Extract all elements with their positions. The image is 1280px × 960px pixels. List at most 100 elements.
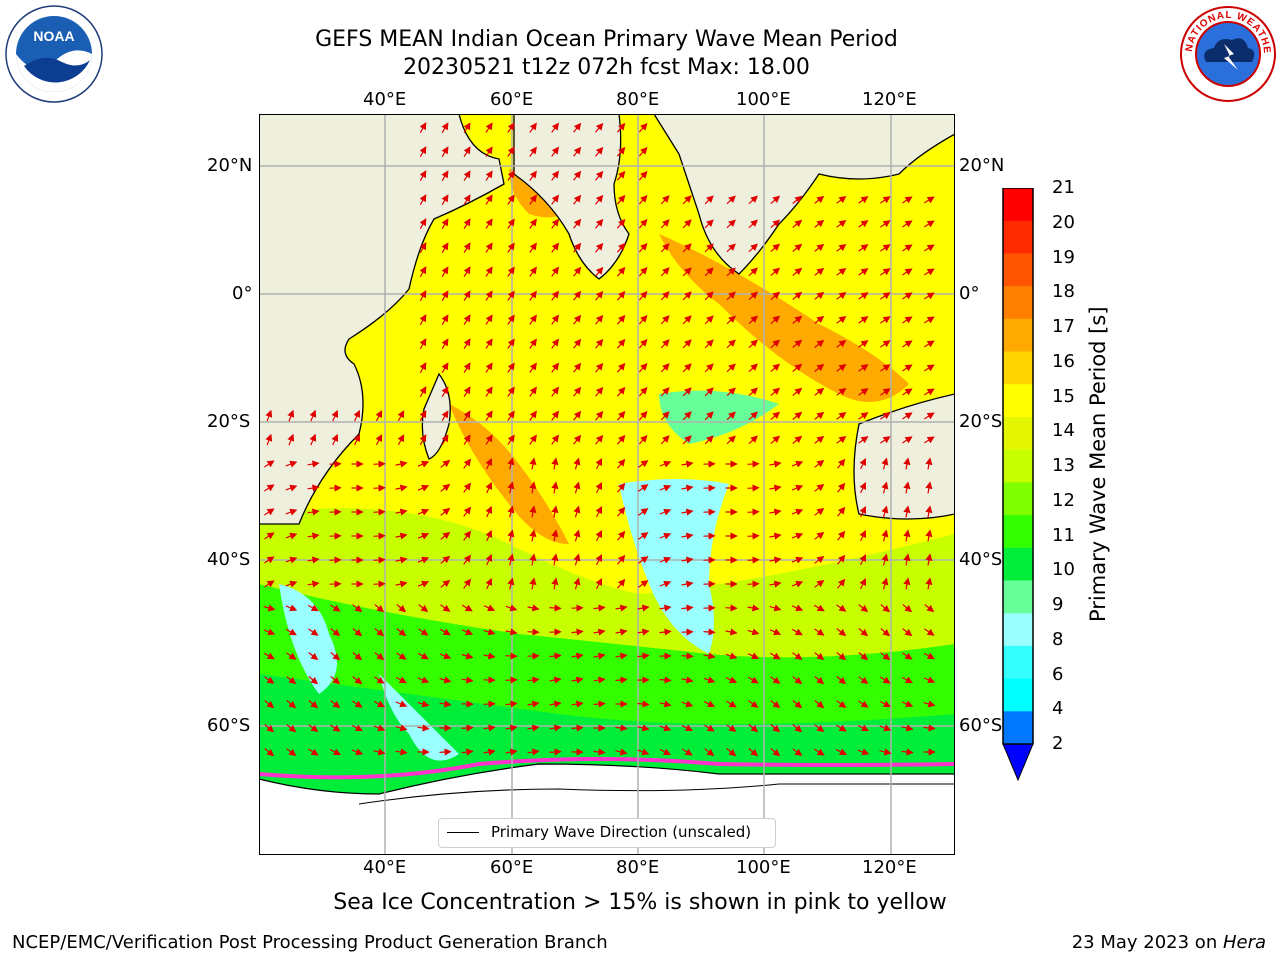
wave-direction-arrows (263, 122, 936, 757)
wave-arrow (571, 652, 584, 660)
wave-arrow (441, 362, 449, 374)
wave-arrow (880, 268, 891, 276)
wave-arrow (595, 314, 604, 325)
wave-arrow (638, 580, 649, 588)
wave-arrow (903, 529, 911, 542)
wave-arrow (551, 553, 559, 566)
wave-arrow (549, 724, 562, 732)
colorbar-tick-label: 21 (1052, 177, 1075, 198)
antarctic-coastline (358, 783, 955, 805)
wave-arrow (726, 411, 736, 421)
wave-arrow (902, 436, 913, 444)
colorbar-segment (1003, 318, 1033, 353)
wave-arrow (463, 578, 472, 589)
wave-arrow (682, 291, 692, 301)
wave-arrow (549, 652, 562, 660)
wave-arrow (351, 724, 363, 732)
wave-arrow (880, 316, 891, 324)
wave-arrow (681, 604, 694, 612)
wave-arrow (330, 676, 341, 685)
wave-arrow (285, 556, 298, 564)
wave-arrow (595, 410, 604, 421)
wave-arrow (858, 388, 869, 396)
wave-arrow (373, 556, 386, 564)
wave-arrow (703, 652, 716, 660)
wave-arrow (441, 218, 449, 230)
wave-arrow (616, 290, 626, 301)
wave-arrow (439, 652, 452, 660)
wave-arrow (617, 506, 626, 517)
wave-arrow (770, 411, 781, 421)
wave-arrow (330, 604, 341, 612)
wave-arrow (835, 748, 847, 755)
wave-arrow (419, 386, 427, 398)
wave-arrow (461, 604, 473, 612)
wave-arrow (307, 604, 319, 612)
field-core-west (449, 404, 569, 544)
wave-arrow (485, 194, 493, 205)
wave-arrow (330, 628, 341, 637)
wave-arrow (681, 580, 694, 588)
wave-arrow (441, 170, 449, 182)
wave-arrow (637, 628, 650, 636)
wave-arrow (748, 411, 758, 421)
wave-arrow (507, 577, 515, 590)
wave-arrow (549, 700, 562, 708)
wave-arrow (352, 676, 363, 685)
right-lat-label: 0° (959, 283, 980, 304)
wave-arrow (417, 580, 430, 588)
wave-arrow (529, 529, 537, 542)
noaa-logo-text: NOAA (33, 28, 74, 44)
wave-arrow (595, 506, 603, 518)
wave-arrow (419, 122, 427, 134)
wave-arrow (549, 748, 562, 756)
wave-arrow (616, 122, 626, 133)
wave-arrow (571, 628, 584, 636)
wave-arrow (264, 724, 275, 733)
wave-arrow (704, 363, 714, 373)
wave-arrow (682, 339, 692, 349)
wave-arrow (925, 481, 933, 494)
wave-arrow (836, 291, 847, 300)
colorbar-tick-label: 9 (1052, 594, 1064, 615)
wave-arrow (879, 748, 892, 756)
wave-arrow (595, 530, 603, 542)
colorbar-segment (1003, 613, 1033, 647)
wave-arrow (901, 724, 914, 732)
wave-arrow (638, 315, 648, 325)
wave-arrow (308, 748, 319, 756)
wave-arrow (507, 122, 515, 133)
wave-arrow (331, 433, 339, 446)
wave-arrow (837, 506, 846, 517)
wave-arrow (747, 676, 759, 684)
wave-arrow (573, 434, 582, 445)
wave-arrow (726, 267, 736, 277)
top-lon-label: 120°E (862, 89, 917, 110)
wave-arrow (659, 556, 672, 564)
wave-arrow (660, 387, 670, 397)
wave-arrow (792, 652, 803, 660)
wave-arrow (551, 122, 560, 133)
wave-arrow (903, 553, 911, 566)
wave-arrow (507, 170, 515, 181)
wave-arrow (791, 532, 804, 540)
wave-arrow (551, 362, 560, 373)
wave-arrow (483, 700, 496, 708)
wave-arrow (617, 578, 626, 589)
wave-arrow (814, 483, 825, 492)
footer-date-text: 23 May 2023 on (1071, 932, 1223, 953)
wave-arrow (902, 652, 913, 660)
wave-arrow (859, 458, 866, 470)
wave-arrow (659, 580, 672, 588)
top-lon-label: 40°E (363, 89, 407, 110)
wave-arrow (595, 146, 604, 157)
wave-arrow (595, 386, 604, 397)
wave-arrow (681, 532, 694, 540)
wave-arrow (923, 316, 935, 324)
wave-arrow (441, 290, 449, 302)
wave-arrow (593, 676, 606, 684)
wave-arrow (704, 195, 714, 205)
wave-arrow (395, 508, 408, 516)
wave-arrow (681, 484, 694, 492)
wave-arrow (725, 676, 738, 684)
